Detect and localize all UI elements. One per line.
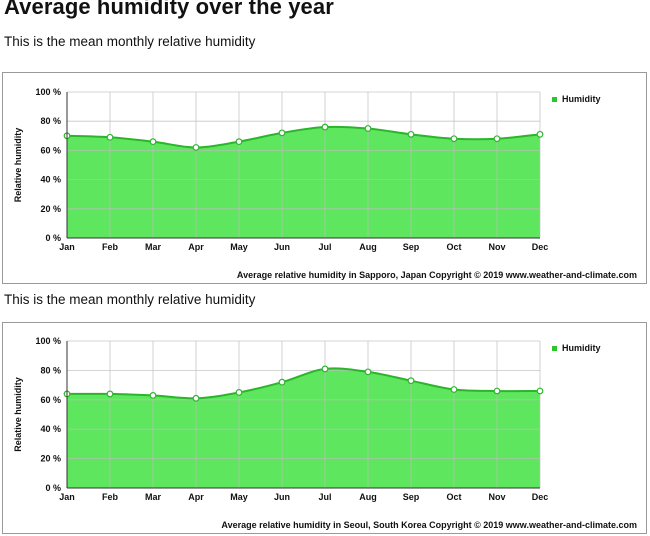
x-tick-label: Dec <box>532 242 549 252</box>
x-tick-label: Mar <box>145 492 162 502</box>
y-tick-label: 60 % <box>40 145 61 155</box>
data-point-may <box>235 389 243 396</box>
x-tick-label: Dec <box>532 492 549 502</box>
x-tick-label: Mar <box>145 242 162 252</box>
data-point-jun <box>278 129 286 137</box>
legend-swatch <box>552 97 557 102</box>
x-tick-label: Jun <box>274 242 290 252</box>
x-tick-label: Nov <box>488 492 505 502</box>
data-point-sep <box>407 130 415 138</box>
data-point-nov <box>493 135 501 143</box>
x-tick-label: Oct <box>446 492 461 502</box>
chart-caption: Average relative humidity in Sapporo, Ja… <box>237 270 637 280</box>
data-point-jun <box>278 378 286 386</box>
x-tick-label: Sep <box>403 242 420 252</box>
data-point-oct <box>450 386 458 393</box>
y-tick-label: 40 % <box>40 424 61 434</box>
x-tick-label: May <box>230 242 248 252</box>
x-tick-label: May <box>230 492 248 502</box>
chart-caption: Average relative humidity in Seoul, Sout… <box>221 520 637 530</box>
page-title: Average humidity over the year <box>4 0 334 19</box>
data-point-apr <box>192 144 200 151</box>
data-point-oct <box>450 135 458 143</box>
x-tick-label: Feb <box>102 242 119 252</box>
x-tick-label: Oct <box>446 242 461 252</box>
y-tick-label: 100 % <box>35 336 61 346</box>
data-point-mar <box>149 138 157 146</box>
x-tick-label: Jan <box>59 242 75 252</box>
y-tick-label: 0 % <box>45 483 61 493</box>
y-tick-label: 80 % <box>40 365 61 375</box>
x-tick-label: Sep <box>403 492 420 502</box>
x-tick-label: Apr <box>188 242 204 252</box>
x-tick-label: Apr <box>188 492 204 502</box>
data-point-feb <box>106 390 114 398</box>
data-point-may <box>235 138 243 146</box>
chart-2-container: 0 % 20 % 40 % 60 % 80 % 100 % Jan Feb Mar Apr May J… <box>2 322 647 534</box>
chart-1-svg: 0 % 20 % 40 % 60 % 80 % 100 % Jan Feb Mar Apr May J… <box>13 87 637 280</box>
chart-2-svg: 0 % 20 % 40 % 60 % 80 % 100 % Jan Feb Mar Apr May J… <box>13 336 637 530</box>
data-point-feb <box>106 133 114 141</box>
legend-label: Humidity <box>562 94 601 104</box>
x-tick-label: Feb <box>102 492 119 502</box>
legend-label: Humidity <box>562 343 601 353</box>
data-point-jul <box>321 365 329 373</box>
x-tick-label: Jul <box>318 242 331 252</box>
y-axis-title: Relative humidity <box>13 128 23 203</box>
chart-1-container: 0 % 20 % 40 % 60 % 80 % 100 % Jan Feb Mar Apr May J… <box>2 72 647 284</box>
data-point-aug <box>364 125 372 132</box>
x-tick-label: Aug <box>359 492 377 502</box>
y-tick-label: 40 % <box>40 175 61 185</box>
chart-2-subtitle: This is the mean monthly relative humidi… <box>4 292 256 307</box>
y-tick-label: 60 % <box>40 395 61 405</box>
data-point-aug <box>364 368 372 376</box>
x-tick-label: Jul <box>318 492 331 502</box>
y-tick-label: 0 % <box>45 233 61 243</box>
y-tick-label: 100 % <box>35 87 61 97</box>
data-point-dec <box>536 387 544 395</box>
y-tick-label: 20 % <box>40 204 61 214</box>
data-point-mar <box>149 391 157 399</box>
x-tick-label: Jan <box>59 492 75 502</box>
x-tick-label: Nov <box>488 242 505 252</box>
data-point-sep <box>407 377 415 385</box>
humidity-area <box>67 126 540 238</box>
legend-swatch <box>552 346 557 351</box>
data-point-apr <box>192 394 200 402</box>
x-tick-label: Aug <box>359 242 377 252</box>
humidity-line <box>66 367 541 400</box>
y-axis-title: Relative humidity <box>13 377 23 452</box>
chart-1-subtitle: This is the mean monthly relative humidi… <box>4 34 256 49</box>
y-tick-label: 20 % <box>40 454 61 464</box>
data-point-jul <box>321 123 329 131</box>
y-tick-label: 80 % <box>40 116 61 126</box>
data-point-dec <box>536 130 544 138</box>
humidity-line <box>66 125 541 149</box>
data-point-nov <box>493 387 501 395</box>
x-tick-label: Jun <box>274 492 290 502</box>
